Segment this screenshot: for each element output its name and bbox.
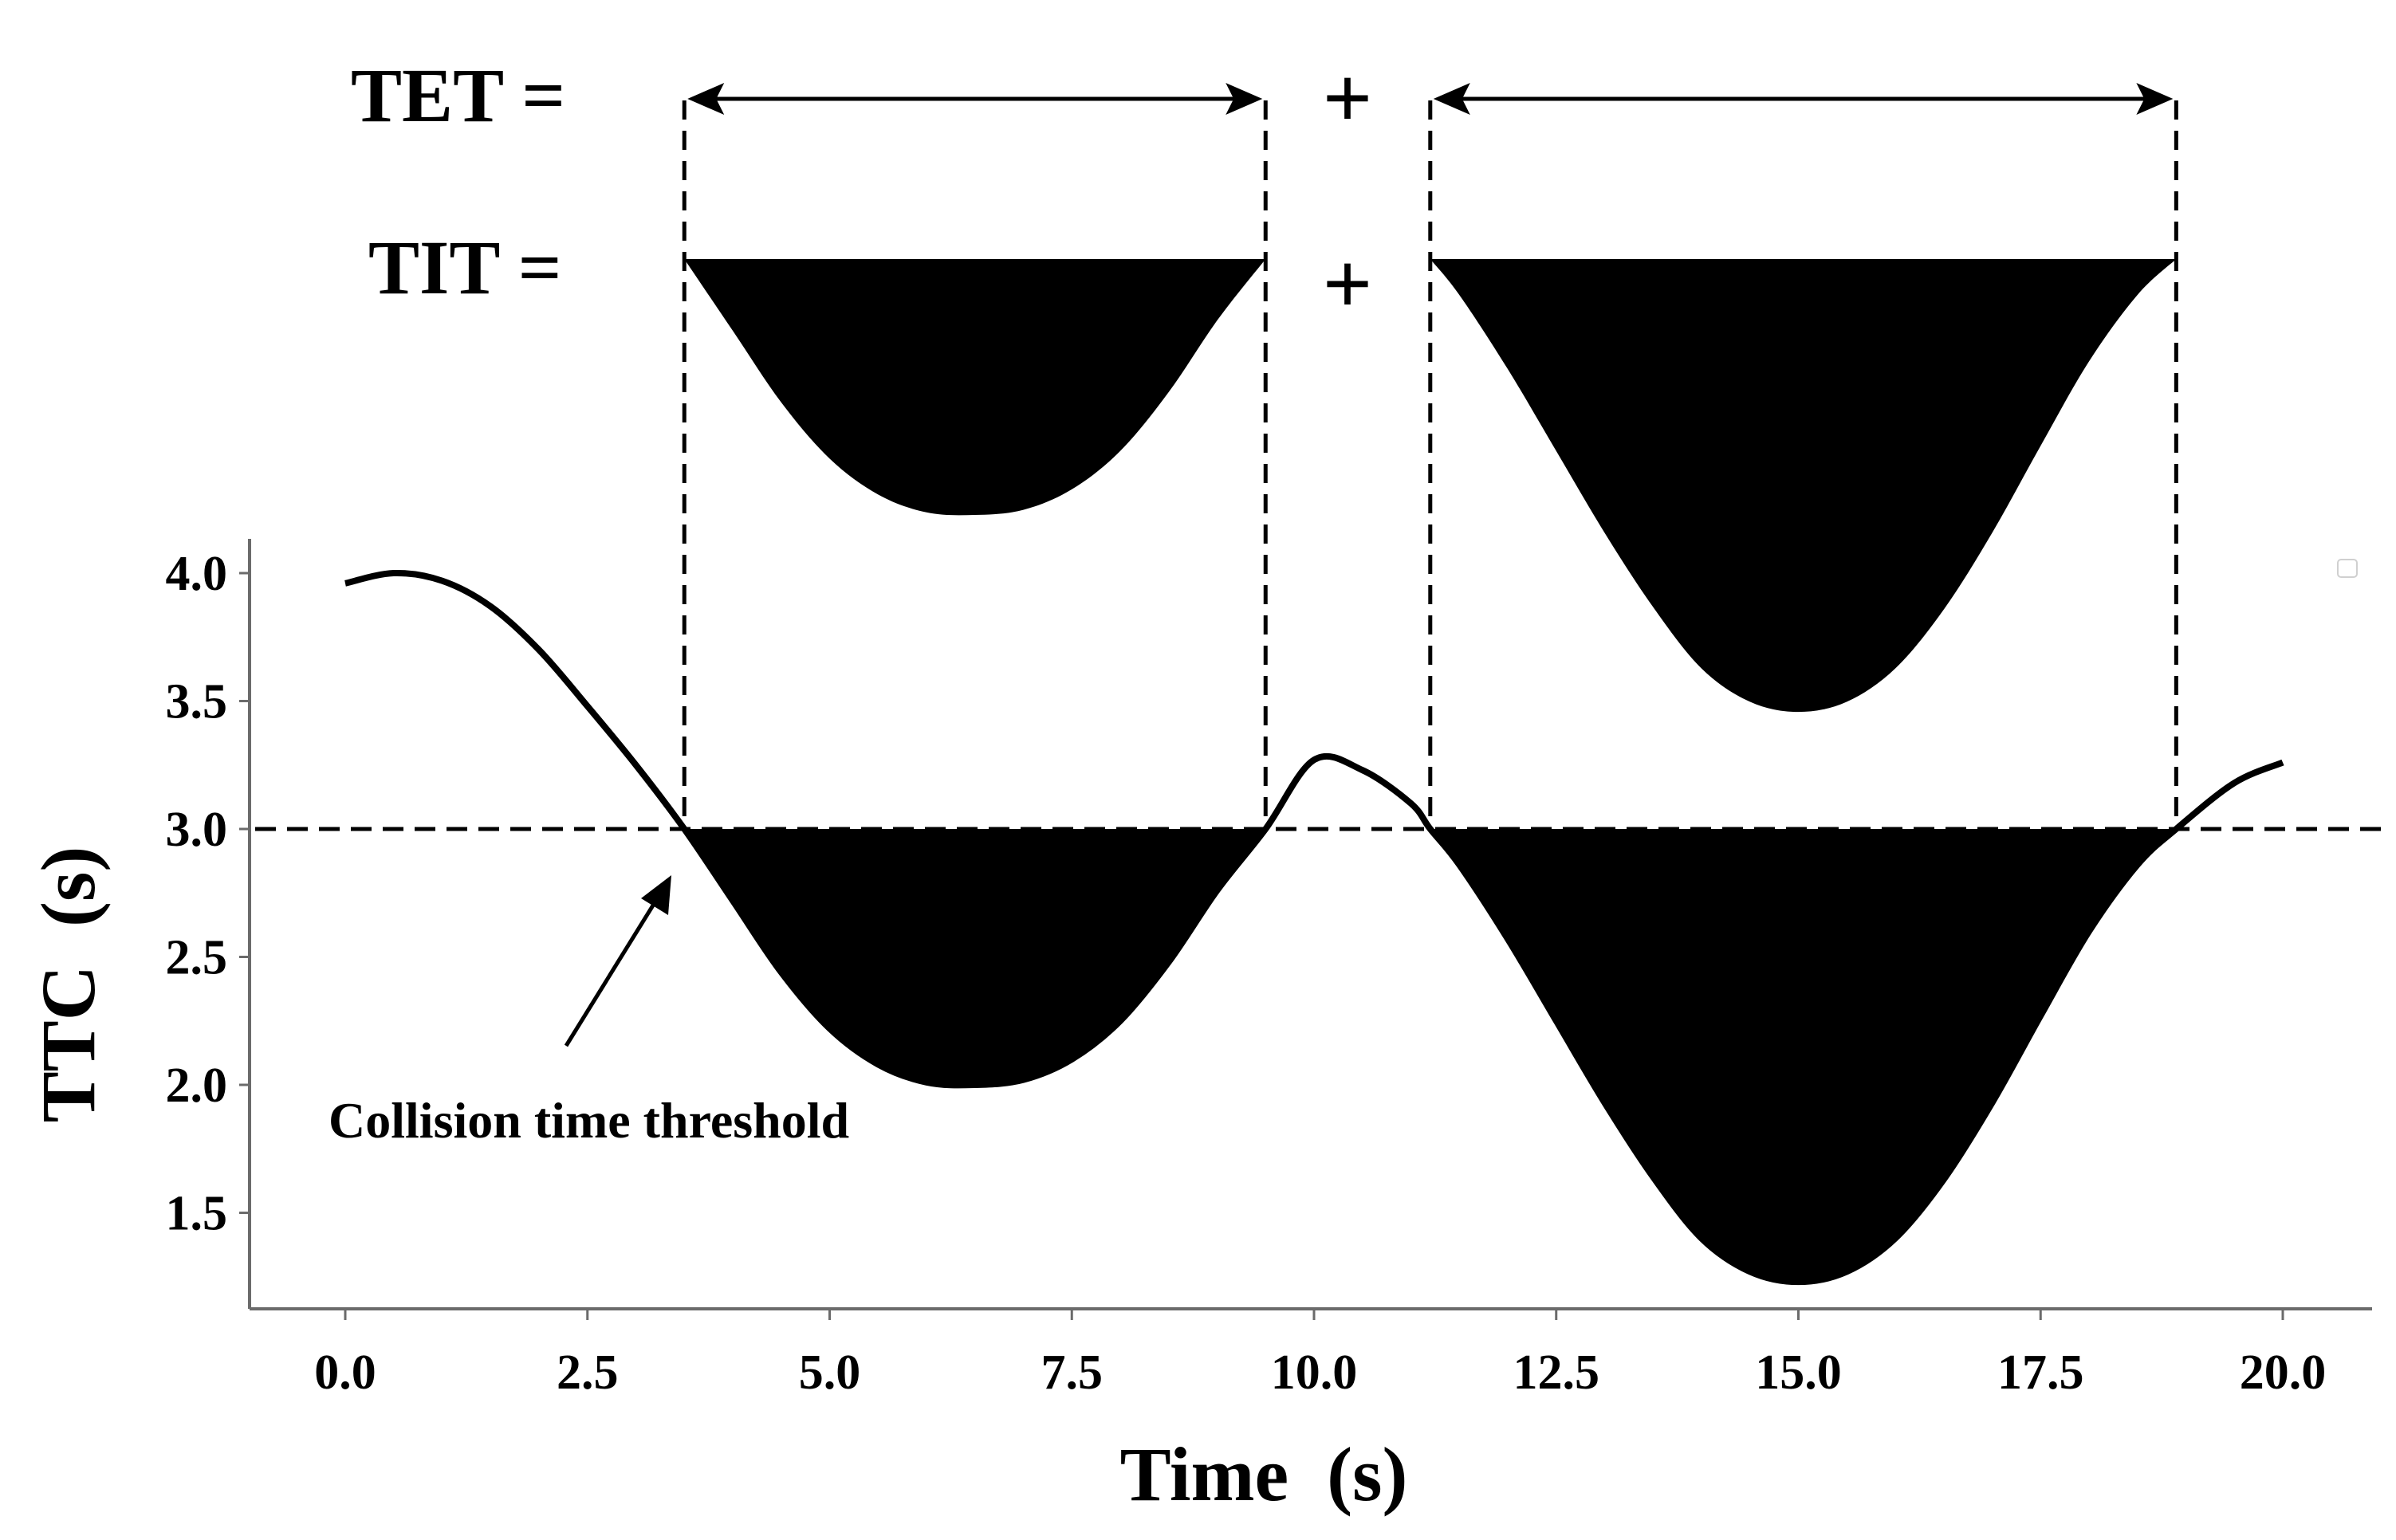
tet-label: TET = [351, 53, 565, 138]
x-tick-label: 0.0 [314, 1346, 376, 1400]
x-tick-label: 20.0 [2240, 1346, 2327, 1400]
y-tick-label: 2.5 [166, 931, 228, 985]
tet-arrows [687, 83, 2174, 115]
y-tick-label: 3.5 [166, 675, 228, 729]
tit-shape-1 [684, 259, 1266, 516]
tit-shape-2 [1430, 259, 2177, 713]
x-tick-label: 15.0 [1755, 1346, 1842, 1400]
tet-arrow-1 [687, 83, 1263, 115]
x-ticks: 0.0 2.5 5.0 7.5 10.0 12.5 15.0 17.5 20.0 [314, 1309, 2326, 1400]
y-tick-label: 2.0 [166, 1059, 228, 1113]
threshold-annotation: Collision time threshold [329, 1092, 849, 1149]
x-tick-label: 17.5 [1997, 1346, 2084, 1400]
y-tick-label: 4.0 [166, 547, 228, 601]
x-axis-title: Time (s) [1120, 1432, 1408, 1517]
y-ticks: 1.5 2.0 2.5 3.0 3.5 4.0 [166, 547, 250, 1241]
x-tick-label: 12.5 [1513, 1346, 1600, 1400]
x-tick-label: 7.5 [1041, 1346, 1104, 1400]
y-axis-title: TTC (s) [26, 847, 111, 1123]
x-tick-label: 5.0 [799, 1346, 861, 1400]
y-tick-label: 1.5 [166, 1187, 228, 1241]
exceedance-area [684, 829, 2177, 1283]
plus-sign-1: + [1323, 49, 1373, 147]
legend-box [2337, 559, 2358, 578]
plus-sign-2: + [1323, 235, 1373, 332]
x-tick-label: 2.5 [557, 1346, 619, 1400]
tit-label: TIT = [368, 225, 561, 310]
y-tick-label: 3.0 [166, 803, 228, 857]
interval-guides [682, 100, 2178, 829]
x-tick-label: 10.0 [1271, 1346, 1358, 1400]
threshold-pointer-arrow [564, 875, 671, 1047]
tet-arrow-2 [1433, 83, 2174, 115]
